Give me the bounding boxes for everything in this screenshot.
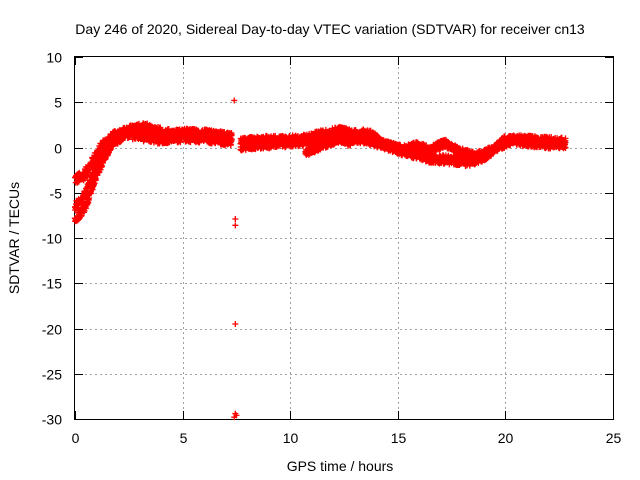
y-tick-label: -5 [50,186,63,202]
outlier-point [232,222,239,229]
gridlines [75,57,613,419]
x-axis-label: GPS time / hours [287,458,394,474]
x-tick-label: 10 [283,430,299,446]
outlier-point [232,320,239,327]
data-point [119,136,126,143]
x-tick-label: 20 [498,430,514,446]
x-tick-label: 0 [72,430,80,446]
y-axis-label: SDTVAR / TECUs [6,182,22,294]
data-point [347,140,354,147]
y-tick-labels: 10 5 0 -5 -10 -15 -20 -25 -30 [42,50,62,428]
y-tick-label: -15 [42,276,62,292]
x-tick-label: 15 [391,430,407,446]
outlier-point [231,97,238,104]
data-points [71,97,569,421]
y-tick-label: 10 [46,50,62,66]
plot-frame [74,56,614,420]
x-tick-label: 5 [180,430,188,446]
y-tick-label: -20 [42,322,62,338]
data-point [99,160,106,167]
data-point [562,135,569,142]
outlier-point [232,215,239,222]
y-tick-label: -30 [42,412,62,428]
y-tick-label: 0 [54,141,62,157]
y-tick-label: 5 [54,95,62,111]
data-point [118,131,125,138]
y-tick-label: -25 [42,367,62,383]
axis-ticks [75,57,614,420]
x-tick-label: 25 [606,430,622,446]
y-tick-label: -10 [42,231,62,247]
outlier-point [231,414,238,421]
data-point [228,130,235,137]
chart-title: Day 246 of 2020, Sidereal Day-to-day VTE… [75,21,585,37]
x-tick-labels: 0 5 10 15 20 25 [72,430,622,446]
